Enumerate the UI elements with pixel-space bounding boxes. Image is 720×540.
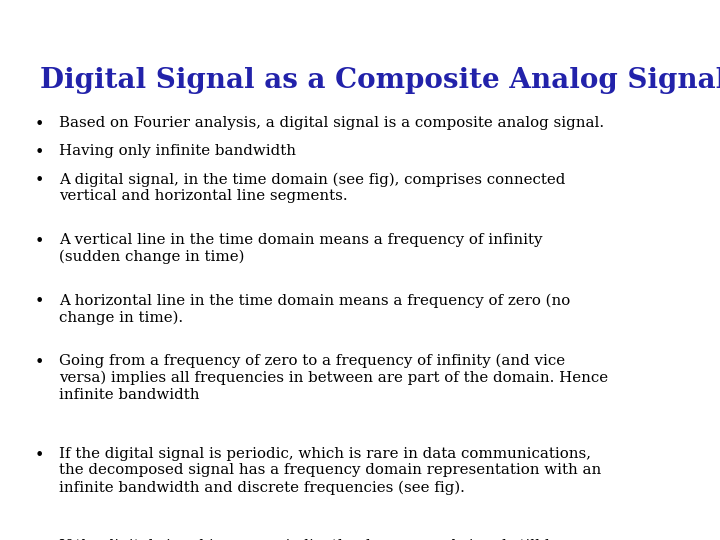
Text: •: • xyxy=(35,293,44,310)
Text: •: • xyxy=(35,539,44,540)
Text: Going from a frequency of zero to a frequency of infinity (and vice
versa) impli: Going from a frequency of zero to a freq… xyxy=(59,354,608,402)
Text: •: • xyxy=(35,447,44,463)
Text: Having only infinite bandwidth: Having only infinite bandwidth xyxy=(59,144,296,158)
Text: If the digital signal is non-periodic, the decomposed signal still has an
infini: If the digital signal is non-periodic, t… xyxy=(59,539,595,540)
Text: A horizontal line in the time domain means a frequency of zero (no
change in tim: A horizontal line in the time domain mea… xyxy=(59,293,570,325)
Text: •: • xyxy=(35,233,44,249)
Text: •: • xyxy=(35,116,44,133)
Text: A digital signal, in the time domain (see fig), comprises connected
vertical and: A digital signal, in the time domain (se… xyxy=(59,172,565,204)
Text: If the digital signal is periodic, which is rare in data communications,
the dec: If the digital signal is periodic, which… xyxy=(59,447,601,495)
Text: •: • xyxy=(35,144,44,161)
Text: A vertical line in the time domain means a frequency of infinity
(sudden change : A vertical line in the time domain means… xyxy=(59,233,543,264)
Text: •: • xyxy=(35,172,44,189)
Text: Digital Signal as a Composite Analog Signal: Digital Signal as a Composite Analog Sig… xyxy=(40,68,720,94)
Text: •: • xyxy=(35,354,44,370)
Text: Based on Fourier analysis, a digital signal is a composite analog signal.: Based on Fourier analysis, a digital sig… xyxy=(59,116,604,130)
